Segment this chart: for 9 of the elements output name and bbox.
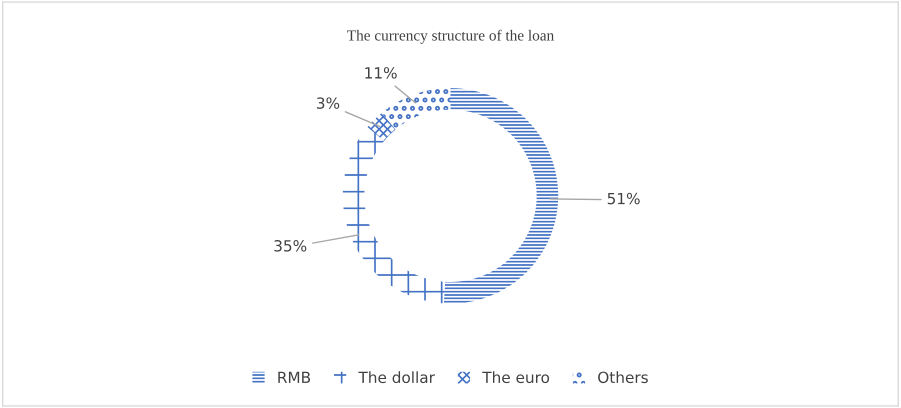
legend-label: The euro [482,371,550,384]
legend-label: RMB [278,372,310,383]
data-label: 35% [274,240,306,252]
data-label: 3% [316,97,340,109]
chart-title: The currency structure of the loan [347,30,554,44]
data-label: 51% [608,192,640,204]
legend-label: The dollar [358,371,435,384]
data-label: 11% [365,67,397,79]
legend-label: Others [598,371,648,384]
